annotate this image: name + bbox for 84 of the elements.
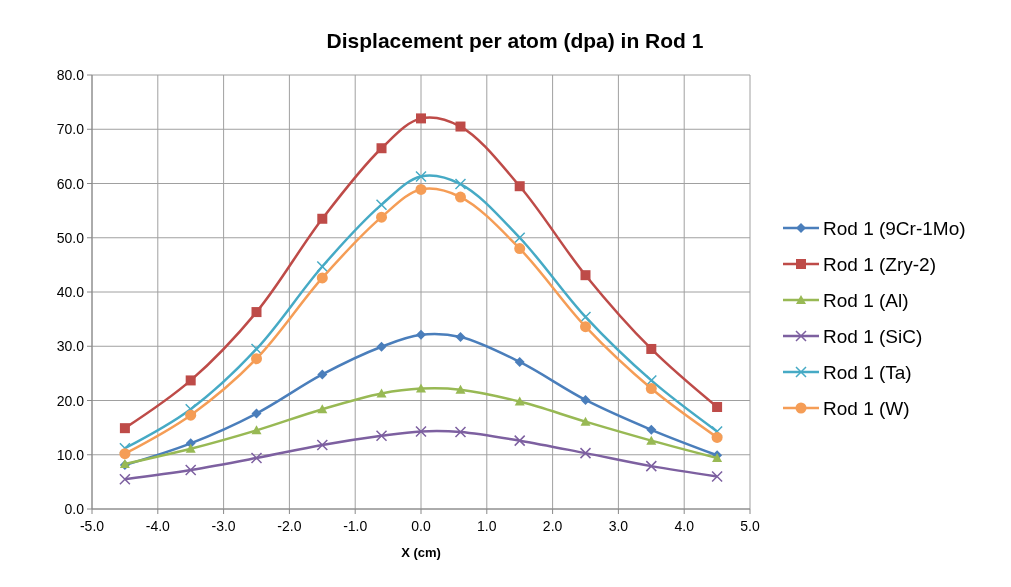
x-tick-label: -5.0	[79, 518, 105, 534]
y-tick-label: 50.0	[56, 229, 85, 246]
point	[514, 396, 525, 406]
point	[376, 341, 387, 352]
legend-label: Rod 1 (9Cr-1Mo)	[823, 218, 966, 239]
point	[580, 321, 591, 333]
point	[645, 460, 658, 472]
point	[251, 408, 262, 419]
legend-label: Rod 1 (Zry-2)	[823, 254, 936, 275]
point	[454, 426, 467, 438]
y-tick-label: 60.0	[56, 175, 85, 192]
point	[316, 439, 329, 451]
point	[119, 423, 130, 434]
y-tick-label: 0.0	[64, 501, 85, 517]
point	[455, 384, 466, 394]
x-tick-label: 4.0	[674, 518, 695, 534]
x-tick-label: -3.0	[211, 518, 236, 534]
point	[645, 383, 657, 395]
point	[375, 198, 388, 211]
point	[376, 143, 387, 154]
point	[317, 213, 328, 224]
x-axis-title: X (cm)	[401, 545, 441, 560]
point	[251, 307, 262, 318]
point	[646, 343, 657, 354]
point	[415, 425, 427, 438]
point	[454, 178, 467, 190]
point	[185, 375, 196, 386]
point	[514, 356, 525, 367]
y-tick-label: 10.0	[56, 446, 85, 463]
point	[711, 431, 723, 443]
point	[454, 191, 466, 203]
x-tick-label: -2.0	[277, 518, 302, 534]
point	[646, 435, 657, 445]
point	[251, 425, 262, 435]
point	[711, 470, 723, 483]
point	[712, 402, 723, 413]
point	[317, 404, 328, 414]
y-tick-label: 80.0	[56, 67, 85, 83]
point	[185, 409, 197, 421]
point	[376, 388, 387, 398]
point	[455, 121, 466, 132]
point	[251, 353, 262, 365]
point	[317, 369, 328, 380]
point	[580, 394, 591, 405]
x-tick-label: -1.0	[343, 518, 368, 534]
x-tick-label: 5.0	[740, 518, 760, 534]
point	[250, 343, 263, 355]
point	[415, 183, 427, 195]
point	[514, 181, 525, 192]
point	[455, 332, 466, 343]
point	[646, 424, 657, 435]
y-tick-label: 40.0	[56, 284, 85, 300]
y-tick-label: 20.0	[56, 392, 85, 409]
point	[513, 434, 526, 447]
point	[184, 464, 197, 476]
x-tick-label: 2.0	[542, 518, 563, 534]
point	[119, 448, 131, 460]
point	[580, 416, 591, 426]
x-tick-label: 3.0	[608, 518, 629, 534]
point	[514, 243, 526, 255]
point	[316, 272, 328, 284]
point	[185, 443, 196, 453]
x-tick-label: -4.0	[145, 518, 171, 534]
y-tick-label: 30.0	[56, 338, 85, 355]
point	[416, 329, 426, 340]
point	[250, 452, 263, 464]
point	[416, 113, 426, 124]
x-tick-label: 1.0	[477, 518, 497, 534]
y-tick-label: 70.0	[56, 121, 85, 138]
point	[375, 430, 388, 442]
point	[415, 170, 427, 183]
point	[579, 447, 592, 459]
legend-label: Rod 1 (W)	[823, 398, 910, 419]
point	[416, 383, 426, 393]
legend-label: Rod 1 (Al)	[823, 290, 909, 311]
point	[119, 473, 131, 485]
legend-label: Rod 1 (SiC)	[823, 326, 923, 347]
point	[513, 232, 526, 244]
point	[580, 270, 591, 281]
point	[376, 211, 388, 223]
point	[579, 311, 592, 323]
legend-label: Rod 1 (Ta)	[823, 362, 912, 383]
chart-title: Displacement per atom (dpa) in Rod 1	[326, 29, 704, 52]
x-tick-label: 0.0	[411, 518, 431, 534]
